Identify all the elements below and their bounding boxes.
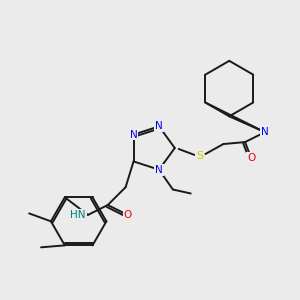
Text: O: O <box>247 153 255 163</box>
Text: O: O <box>124 210 132 220</box>
Text: N: N <box>261 127 269 137</box>
Text: S: S <box>196 151 203 161</box>
Text: N: N <box>155 121 163 131</box>
Text: N: N <box>155 165 163 175</box>
Text: HN: HN <box>70 210 86 220</box>
Text: N: N <box>130 130 137 140</box>
